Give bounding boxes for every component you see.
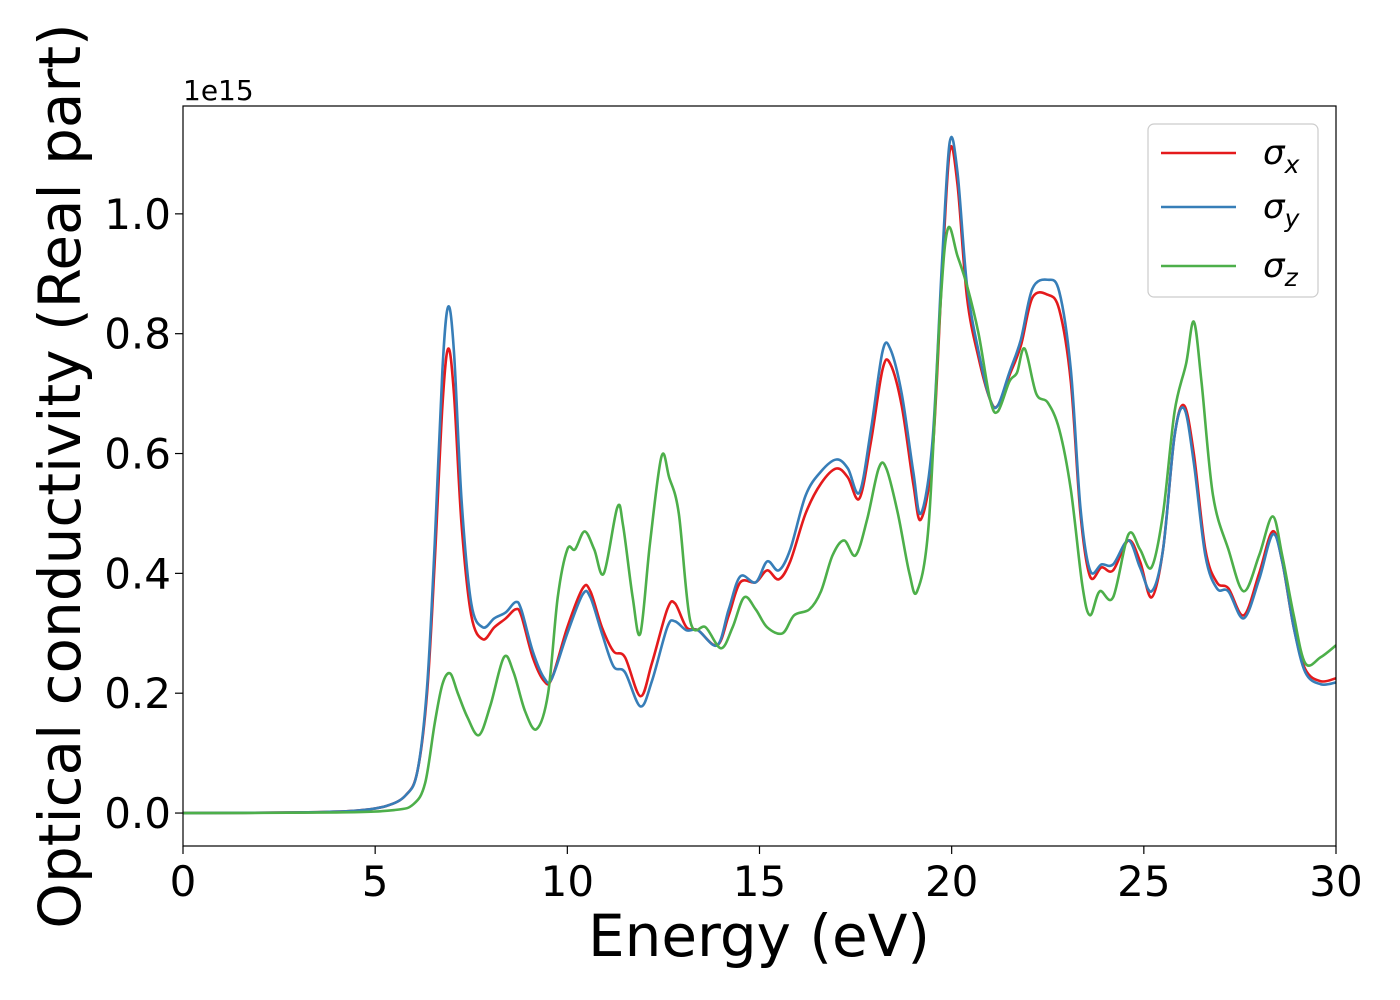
series-line-z xyxy=(183,225,1336,815)
x-tick-label: 20 xyxy=(925,857,978,906)
x-tick-label: 0 xyxy=(170,857,197,906)
x-tick-label: 15 xyxy=(733,857,786,906)
x-tick-label: 5 xyxy=(362,857,389,906)
y-tick-label: 0.6 xyxy=(104,430,171,479)
x-axis-label: Energy (eV) xyxy=(588,902,930,970)
y-axis: 0.0 0.2 0.4 0.6 0.8 1.0 xyxy=(104,190,183,838)
x-tick-label: 25 xyxy=(1117,857,1170,906)
y-tick-label: 0.8 xyxy=(104,310,171,359)
legend-label-x: σx xyxy=(1263,133,1300,179)
legend-label-z: σz xyxy=(1263,246,1299,292)
y-tick-label: 1.0 xyxy=(104,190,171,239)
y-tick-label: 0.4 xyxy=(104,549,171,598)
y-axis-label: Optical conductivity (Real part) xyxy=(26,23,94,928)
x-tick-label: 10 xyxy=(541,857,594,906)
series-lines xyxy=(183,135,1336,815)
y-tick-label: 0.2 xyxy=(104,669,171,718)
x-axis: 0 5 10 15 20 25 30 xyxy=(170,846,1363,906)
legend-label-y: σy xyxy=(1263,187,1301,233)
y-tick-label: 0.0 xyxy=(104,789,171,838)
series-line-y xyxy=(183,135,1336,815)
x-tick-label: 30 xyxy=(1309,857,1362,906)
legend-box xyxy=(1147,123,1319,298)
legend: σx σy σz xyxy=(1147,123,1319,298)
offset-text: 1e15 xyxy=(183,74,254,107)
